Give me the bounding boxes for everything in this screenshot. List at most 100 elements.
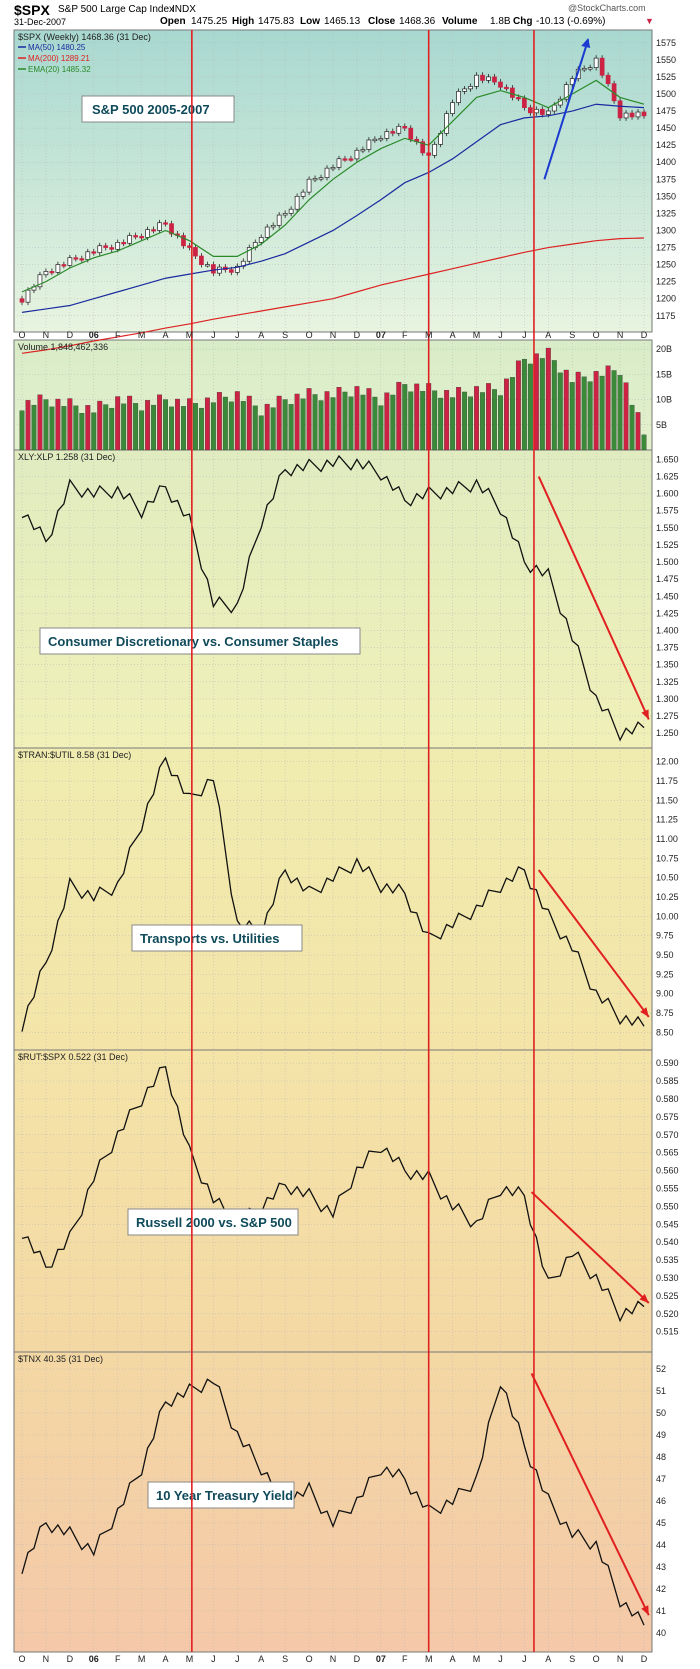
volume-bar bbox=[127, 395, 133, 451]
x-tick-label: F bbox=[402, 330, 408, 340]
volume-bar bbox=[133, 403, 139, 451]
volume-bar bbox=[282, 399, 288, 451]
y-tick-label: 49 bbox=[656, 1430, 666, 1440]
volume-bar bbox=[366, 388, 372, 451]
volume-bar bbox=[330, 397, 336, 451]
y-tick-label: 1575 bbox=[656, 38, 676, 48]
volume-bar bbox=[67, 398, 73, 451]
y-tick-label: 44 bbox=[656, 1540, 666, 1550]
candle-body bbox=[402, 125, 408, 129]
y-tick-label: 0.515 bbox=[656, 1327, 679, 1337]
x-tick-label: A bbox=[163, 1654, 169, 1664]
x-tick-label: J bbox=[211, 1654, 216, 1664]
volume-bar bbox=[342, 391, 348, 451]
x-tick-label: O bbox=[306, 330, 313, 340]
volume-bar bbox=[378, 405, 384, 451]
volume-bar bbox=[318, 400, 324, 451]
volume-bar bbox=[145, 400, 151, 451]
trend-arrow bbox=[530, 1191, 650, 1304]
candle-body bbox=[234, 265, 240, 273]
x-tick-label: S bbox=[282, 1654, 288, 1664]
x-tick-label: J bbox=[211, 330, 216, 340]
x-tick-label: J bbox=[235, 330, 240, 340]
candle-body bbox=[169, 223, 174, 235]
candle-body bbox=[264, 226, 270, 238]
y-tick-label: 0.535 bbox=[656, 1255, 679, 1265]
candle-body bbox=[193, 247, 198, 257]
candle-body bbox=[85, 251, 91, 260]
y-tick-label: 1550 bbox=[656, 55, 676, 65]
volume-bar bbox=[234, 391, 240, 451]
volume-bar bbox=[169, 406, 174, 451]
volume-bar bbox=[587, 381, 593, 451]
volume-bar bbox=[37, 394, 43, 451]
ma200-line bbox=[21, 237, 645, 354]
volume-bar bbox=[216, 392, 222, 451]
y-tick-label: 15B bbox=[656, 369, 672, 379]
y-tick-label: 41 bbox=[656, 1606, 666, 1616]
volume-bar bbox=[300, 398, 306, 451]
candle-body bbox=[390, 131, 396, 134]
candle-body bbox=[444, 113, 449, 134]
candle-body bbox=[486, 76, 491, 81]
volume-bar bbox=[228, 401, 234, 451]
candle-body bbox=[151, 229, 156, 232]
candle-body bbox=[342, 158, 348, 161]
volume-bar bbox=[73, 405, 79, 451]
candle-body bbox=[270, 225, 276, 228]
y-tick-label: 1300 bbox=[656, 225, 676, 235]
x-tick-label: J bbox=[522, 1654, 527, 1664]
open-label: Open bbox=[160, 16, 186, 27]
volume-bar bbox=[593, 371, 599, 451]
x-tick-label: F bbox=[115, 1654, 121, 1664]
volume-bar bbox=[109, 407, 115, 451]
ma50-line bbox=[21, 103, 645, 313]
candle-body bbox=[211, 264, 216, 274]
y-tick-label: 11.50 bbox=[656, 795, 678, 805]
candle-body bbox=[187, 245, 192, 248]
volume-bar bbox=[151, 404, 157, 451]
trend-arrow-head bbox=[641, 709, 649, 720]
candle-body bbox=[545, 110, 551, 115]
candle-body bbox=[599, 57, 605, 76]
candle-body bbox=[97, 245, 103, 254]
candle-body bbox=[593, 57, 599, 68]
legend-entry: MA(200) 1289.21 bbox=[28, 54, 90, 63]
candle-body bbox=[181, 235, 186, 247]
y-tick-label: 1325 bbox=[656, 208, 676, 218]
volume-bar bbox=[492, 389, 497, 451]
volume-bar bbox=[270, 407, 276, 451]
candle-body bbox=[139, 236, 144, 239]
volume-bar bbox=[444, 390, 450, 451]
candle-body bbox=[474, 74, 479, 87]
x-tick-label: O bbox=[306, 1654, 313, 1664]
volume-bar bbox=[563, 369, 569, 451]
volume-bar bbox=[252, 405, 258, 451]
chg-down-icon: ▼ bbox=[645, 16, 654, 26]
candle-body bbox=[61, 264, 67, 267]
candle-body bbox=[55, 264, 61, 273]
y-tick-label: 47 bbox=[656, 1474, 666, 1484]
low-label: Low bbox=[300, 16, 320, 27]
candle-body bbox=[103, 245, 109, 248]
volume-bar bbox=[515, 360, 521, 451]
volume-bar bbox=[97, 400, 103, 451]
volume-bar bbox=[408, 391, 414, 451]
volume-bar bbox=[240, 401, 246, 451]
y-tick-label: 1.300 bbox=[656, 694, 679, 704]
volume-bar bbox=[306, 388, 312, 451]
series-line-rut_spx bbox=[21, 1065, 645, 1323]
volume-bar bbox=[276, 395, 282, 451]
annotation-text: S&P 500 2005-2007 bbox=[92, 102, 210, 117]
y-tick-label: 1.275 bbox=[656, 711, 679, 721]
candle-body bbox=[324, 167, 330, 179]
candle-body bbox=[456, 91, 461, 103]
candle-body bbox=[587, 67, 593, 70]
y-tick-label: 1.575 bbox=[656, 506, 679, 516]
annotation-box bbox=[81, 95, 235, 123]
candle-body bbox=[522, 97, 527, 108]
candle-body bbox=[79, 258, 85, 261]
panel-title-rut_spx: $RUT:$SPX 0.522 (31 Dec) bbox=[18, 1052, 128, 1062]
candle-body bbox=[73, 257, 79, 260]
y-tick-label: 11.00 bbox=[656, 834, 678, 844]
